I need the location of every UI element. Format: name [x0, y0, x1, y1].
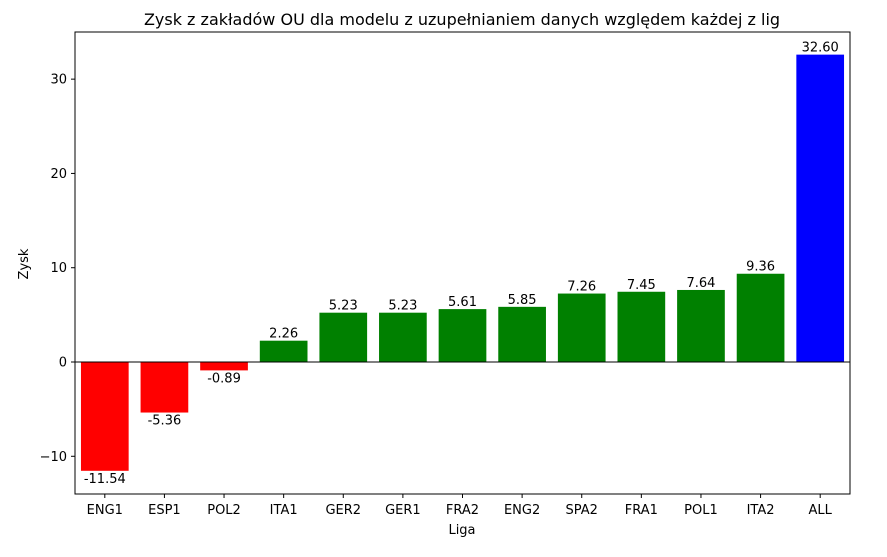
- x-tick-label-all: ALL: [808, 503, 832, 518]
- x-tick-label-eng2: ENG2: [504, 503, 540, 518]
- data-label-ger2: 5.23: [329, 299, 358, 314]
- data-label-esp1: -5.36: [148, 414, 182, 429]
- bar-pol2: [200, 362, 248, 371]
- data-label-ita2: 9.36: [746, 260, 775, 275]
- bar-ita1: [259, 340, 308, 362]
- data-label-eng2: 5.85: [508, 293, 537, 308]
- y-tick-label: 10: [50, 261, 67, 276]
- data-label-eng1: -11.54: [84, 472, 126, 487]
- y-tick-label: 0: [59, 356, 67, 371]
- bar-eng2: [498, 306, 546, 362]
- x-tick-label-ger2: GER2: [325, 503, 361, 518]
- bar-esp1: [140, 362, 189, 413]
- plot-frame: [74, 31, 851, 495]
- data-label-all: 32.60: [802, 41, 839, 56]
- data-label-fra2: 5.61: [448, 295, 477, 310]
- data-label-ger1: 5.23: [388, 299, 417, 314]
- bar-fra1: [617, 291, 666, 362]
- data-label-pol2: -0.89: [207, 371, 241, 386]
- chart-title: Zysk z zakładów OU dla modelu z uzupełni…: [144, 10, 780, 29]
- x-tick-label-pol1: POL1: [684, 503, 718, 518]
- bar-ger1: [379, 312, 427, 362]
- y-tick-label: −10: [40, 450, 67, 465]
- x-tick-label-eng1: ENG1: [87, 503, 123, 518]
- bar-spa2: [557, 293, 606, 362]
- x-tick-label-ita1: ITA1: [270, 503, 298, 518]
- y-tick-label: 20: [50, 167, 67, 182]
- bar-pol1: [677, 289, 725, 362]
- x-axis-title: Liga: [448, 523, 475, 538]
- bar-fra2: [438, 309, 487, 362]
- x-tick-label-ger1: GER1: [385, 503, 421, 518]
- bar-eng1: [80, 362, 129, 471]
- x-tick-label-spa2: SPA2: [566, 503, 598, 518]
- x-tick-label-pol2: POL2: [207, 503, 241, 518]
- y-axis-title: Zysk: [17, 248, 32, 279]
- bar-all: [796, 54, 845, 362]
- bar-ger2: [319, 312, 368, 362]
- x-tick-label-fra1: FRA1: [625, 503, 658, 518]
- data-label-ita1: 2.26: [269, 327, 298, 342]
- x-tick-label-fra2: FRA2: [446, 503, 479, 518]
- plot-area: -11.54 ENG1 -5.36 ESP1 -0.89 POL2 2.26 ITA1 5.23…: [40, 31, 851, 518]
- data-label-pol1: 7.64: [686, 276, 715, 291]
- x-tick-label-esp1: ESP1: [148, 503, 181, 518]
- y-tick-label: 30: [50, 73, 67, 88]
- data-label-fra1: 7.45: [627, 278, 656, 293]
- bar-ita2: [736, 273, 785, 362]
- data-label-spa2: 7.26: [567, 280, 596, 295]
- x-tick-label-ita2: ITA2: [747, 503, 775, 518]
